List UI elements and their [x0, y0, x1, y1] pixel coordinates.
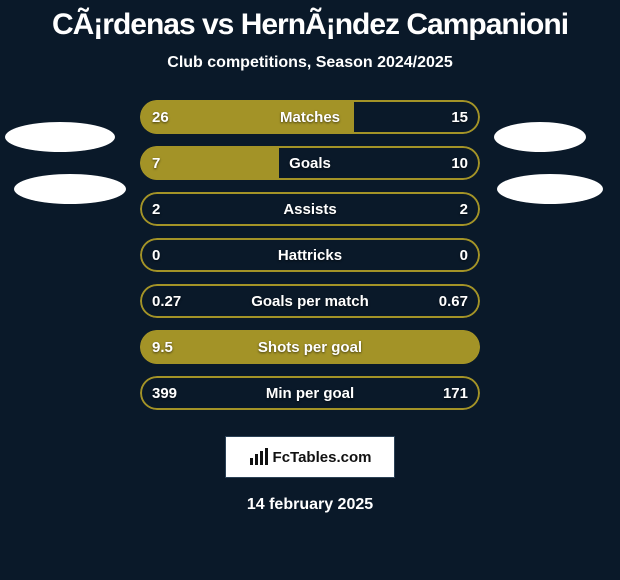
chart-icon: [249, 448, 269, 466]
stat-row: 0.27Goals per match0.67: [140, 284, 480, 318]
stat-value-right: 10: [439, 146, 480, 180]
stat-value-right: [456, 330, 480, 364]
decorative-oval: [14, 174, 126, 204]
stat-label: Shots per goal: [140, 330, 480, 364]
decorative-oval: [494, 122, 586, 152]
stat-value-right: 171: [431, 376, 480, 410]
page-title: CÃ¡rdenas vs HernÃ¡ndez Campanioni: [0, 0, 620, 42]
stat-label: Assists: [140, 192, 480, 226]
stat-label: Goals: [140, 146, 480, 180]
stats-container: 26Matches157Goals102Assists20Hattricks00…: [140, 100, 480, 410]
stat-row: 2Assists2: [140, 192, 480, 226]
stat-row: 26Matches15: [140, 100, 480, 134]
stat-row: 399Min per goal171: [140, 376, 480, 410]
decorative-oval: [497, 174, 603, 204]
footer-logo[interactable]: FcTables.com: [225, 436, 395, 478]
date-text: 14 february 2025: [0, 496, 620, 514]
stat-label: Min per goal: [140, 376, 480, 410]
stat-value-right: 15: [439, 100, 480, 134]
stat-value-right: 2: [448, 192, 480, 226]
stat-row: 9.5Shots per goal: [140, 330, 480, 364]
stat-label: Hattricks: [140, 238, 480, 272]
stat-row: 7Goals10: [140, 146, 480, 180]
stat-row: 0Hattricks0: [140, 238, 480, 272]
stat-value-right: 0: [448, 238, 480, 272]
decorative-oval: [5, 122, 115, 152]
footer-brand: FcTables.com: [273, 449, 372, 466]
subtitle: Club competitions, Season 2024/2025: [0, 54, 620, 72]
stat-value-right: 0.67: [427, 284, 480, 318]
stat-label: Matches: [140, 100, 480, 134]
